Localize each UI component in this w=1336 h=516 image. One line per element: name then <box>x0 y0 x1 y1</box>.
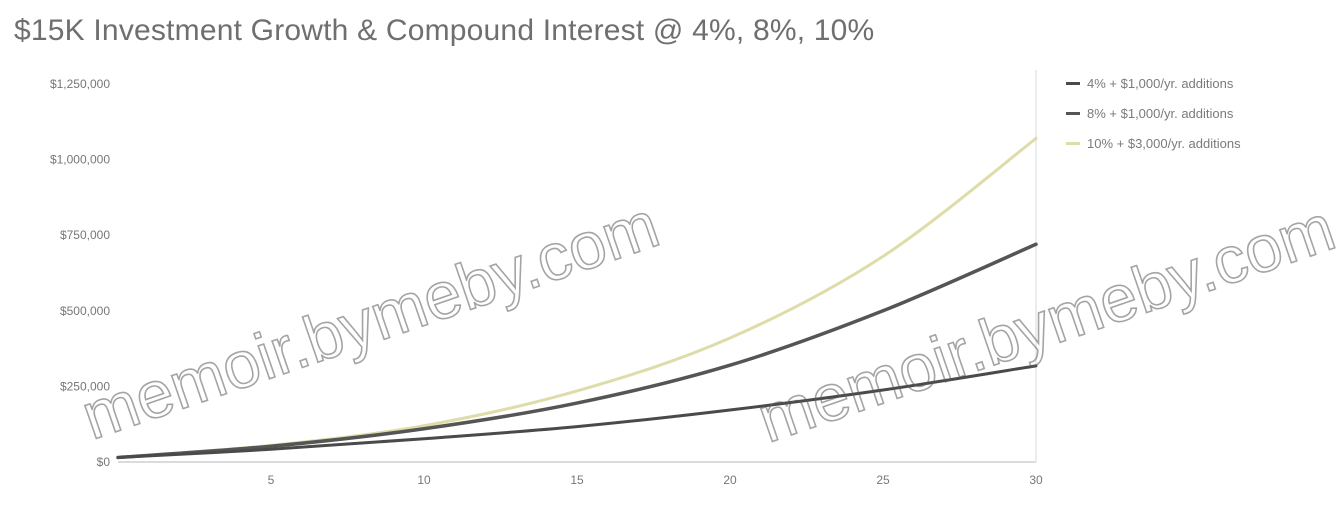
legend-item-4pct: 4% + $1,000/yr. additions <box>1066 68 1241 98</box>
series-line-10pct <box>116 136 1038 459</box>
y-axis-tick-labels: $0 $250,000 $500,000 $750,000 $1,000,000 $1,2… <box>50 77 110 469</box>
legend-label-8pct: 8% + $1,000/yr. additions <box>1087 105 1234 121</box>
x-tick-label: 5 <box>268 473 275 487</box>
y-tick-label: $250,000 <box>60 379 110 393</box>
legend-swatch-10pct <box>1066 141 1080 145</box>
y-tick-label: $0 <box>97 455 111 469</box>
y-tick-label: $1,250,000 <box>50 77 110 91</box>
x-tick-label: 15 <box>570 473 584 487</box>
chart-axes <box>118 70 1037 463</box>
x-tick-label: 25 <box>876 473 890 487</box>
legend-item-10pct: 10% + $3,000/yr. additions <box>1066 128 1241 158</box>
legend-swatch-4pct <box>1066 81 1080 85</box>
chart-title: $15K Investment Growth & Compound Intere… <box>14 14 875 47</box>
legend-label-4pct: 4% + $1,000/yr. additions <box>1087 75 1234 91</box>
legend-label-10pct: 10% + $3,000/yr. additions <box>1087 135 1241 151</box>
series-line-4pct <box>116 364 1038 459</box>
series-lines <box>116 136 1038 460</box>
legend-item-8pct: 8% + $1,000/yr. additions <box>1066 98 1241 128</box>
y-tick-label: $750,000 <box>60 228 110 242</box>
chart-legend: 4% + $1,000/yr. additions 8% + $1,000/yr… <box>1066 68 1241 158</box>
x-axis-tick-labels: 5 10 15 20 25 30 <box>268 473 1043 487</box>
legend-swatch-8pct <box>1066 111 1080 115</box>
x-tick-label: 20 <box>723 473 737 487</box>
series-line-8pct <box>116 242 1038 460</box>
y-tick-label: $500,000 <box>60 304 110 318</box>
y-tick-label: $1,000,000 <box>50 153 110 167</box>
x-tick-label: 30 <box>1029 473 1043 487</box>
x-tick-label: 10 <box>417 473 431 487</box>
